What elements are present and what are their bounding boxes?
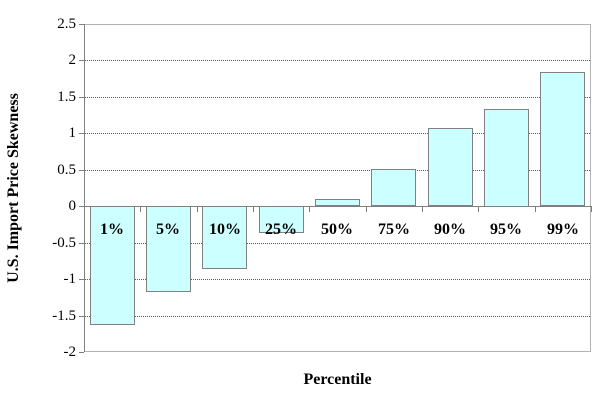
y-tick-label: -2 <box>63 344 77 360</box>
category-label: 5% <box>156 221 180 238</box>
category-label: 75% <box>378 221 410 238</box>
x-tick <box>535 206 536 212</box>
gridline <box>85 243 590 244</box>
bar-5% <box>146 206 191 292</box>
category-label: 25% <box>265 221 297 238</box>
y-tick-label: 0 <box>68 198 77 214</box>
x-axis-title: Percentile <box>303 371 372 388</box>
category-label: 99% <box>547 221 579 238</box>
bar-99% <box>540 72 585 206</box>
x-tick <box>478 206 479 212</box>
category-label: 90% <box>434 221 466 238</box>
x-tick <box>309 206 310 212</box>
y-axis-line <box>84 24 85 352</box>
category-axis-line <box>84 206 591 207</box>
y-tick-label: 1.5 <box>57 89 76 105</box>
y-tick-label: -1.5 <box>52 308 76 324</box>
y-tick-label: 2 <box>68 52 77 68</box>
y-tick-label: -0.5 <box>52 235 76 251</box>
gridline <box>85 316 590 317</box>
bar-90% <box>428 128 473 206</box>
y-tick-label: 1 <box>68 125 77 141</box>
bar-50% <box>315 199 360 206</box>
y-tick <box>79 24 84 25</box>
category-label: 50% <box>321 221 353 238</box>
x-tick <box>591 206 592 212</box>
gridline <box>85 60 590 61</box>
gridline <box>85 170 590 171</box>
bar-1% <box>90 206 135 325</box>
y-tick-label: -1 <box>63 271 77 287</box>
bar-95% <box>484 109 529 207</box>
x-tick <box>197 206 198 212</box>
x-tick <box>422 206 423 212</box>
y-tick-label: 2.5 <box>57 16 76 32</box>
category-label: 10% <box>209 221 241 238</box>
y-tick <box>79 279 84 280</box>
x-tick <box>366 206 367 212</box>
y-tick <box>79 316 84 317</box>
gridline <box>85 133 590 134</box>
x-tick <box>253 206 254 212</box>
bar-75% <box>371 169 416 206</box>
y-tick-label: 0.5 <box>57 162 76 178</box>
y-tick <box>79 133 84 134</box>
y-tick <box>79 352 84 353</box>
x-tick <box>84 206 85 212</box>
category-label: 1% <box>100 221 124 238</box>
gridline <box>85 279 590 280</box>
y-tick <box>79 206 84 207</box>
bar-25% <box>259 206 304 233</box>
category-label: 95% <box>490 221 522 238</box>
y-tick <box>79 97 84 98</box>
gridline <box>85 97 590 98</box>
y-tick <box>79 60 84 61</box>
x-tick <box>140 206 141 212</box>
y-tick <box>79 170 84 171</box>
y-tick <box>79 243 84 244</box>
